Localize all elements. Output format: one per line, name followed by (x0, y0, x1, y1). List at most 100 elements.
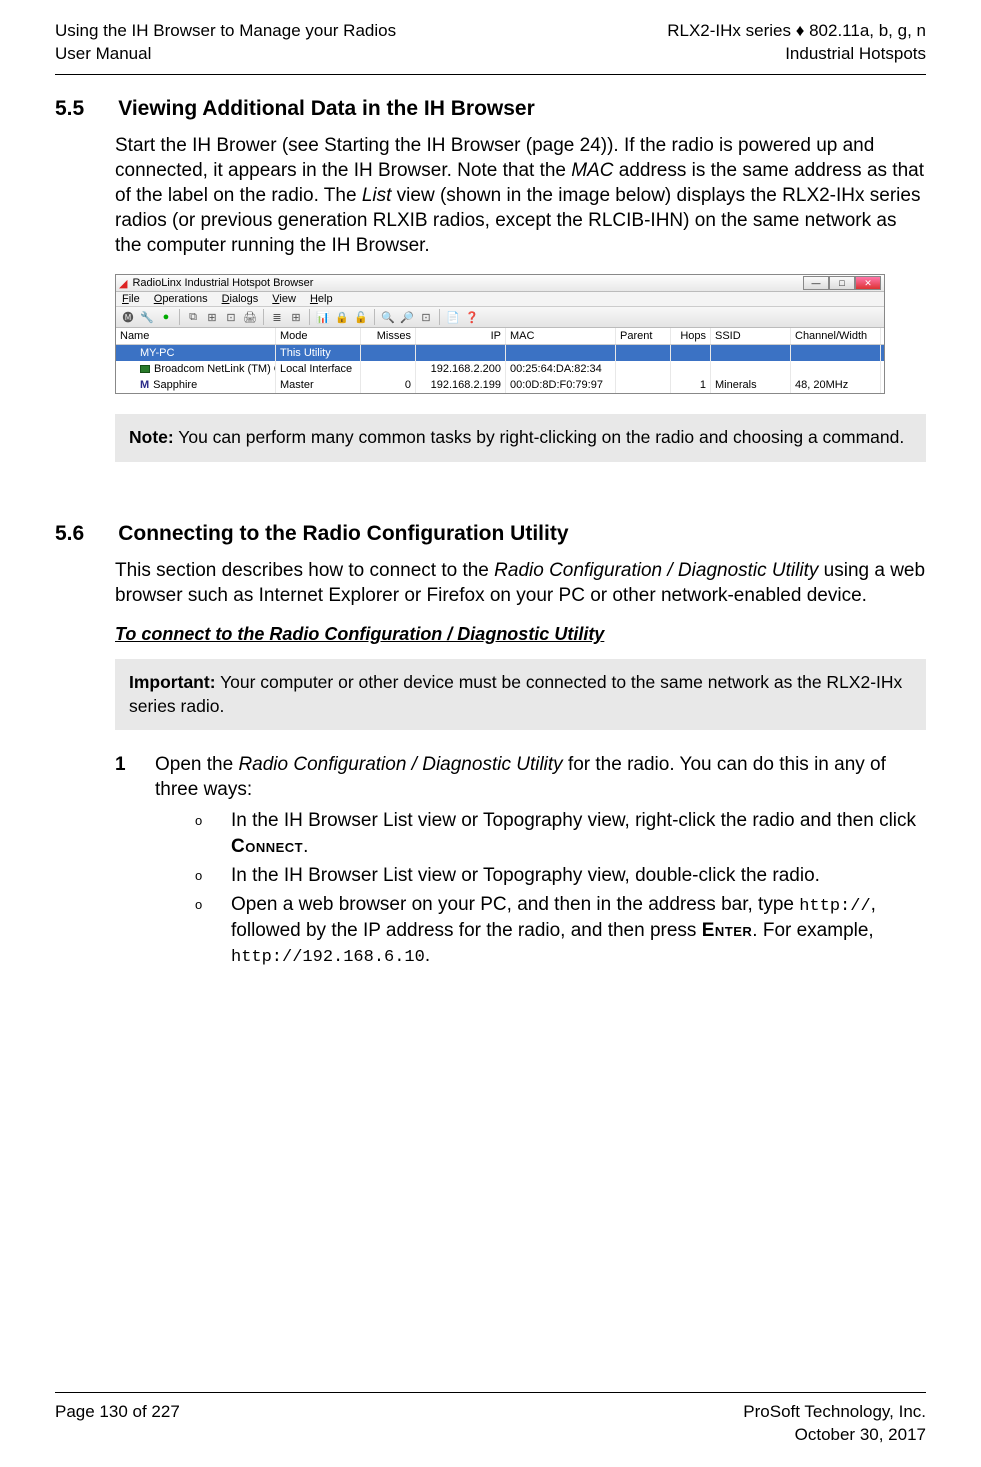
toolbar: 🅜 🔧 ● ⧉ ⊞ ⊡ 🖨 ≣ ⊞ 📊 🔒 🔓 🔍 🔎 ⊡ 📄 ❓ (116, 307, 884, 328)
step1-pre: Open the (155, 754, 238, 775)
cell-mac: 00:25:64:DA:82:34 (506, 361, 616, 377)
window-title-left: ◢ RadioLinx Industrial Hotspot Browser (119, 277, 313, 290)
col-misses[interactable]: Misses (361, 328, 416, 344)
cell-mode: This Utility (276, 345, 361, 361)
cell-mode: Local Interface (276, 361, 361, 377)
window-titlebar: ◢ RadioLinx Industrial Hotspot Browser —… (116, 275, 884, 292)
numbered-list: 1 Open the Radio Configuration / Diagnos… (115, 752, 926, 973)
cell-mac (506, 345, 616, 361)
sub-item-c-text: Open a web browser on your PC, and then … (231, 892, 926, 970)
section-5-5-title: Viewing Additional Data in the IH Browse… (118, 97, 535, 121)
sub-bullet: o (195, 808, 231, 858)
toolbar-icon[interactable]: 🔎 (399, 309, 415, 325)
sub-item-b-text: In the IH Browser List view or Topograph… (231, 863, 926, 888)
sub-c-post2: . (425, 945, 430, 966)
header-left-line1: Using the IH Browser to Manage your Radi… (55, 20, 396, 43)
col-mode[interactable]: Mode (276, 328, 361, 344)
col-parent[interactable]: Parent (616, 328, 671, 344)
cell-chw (791, 345, 881, 361)
section-5-6-title: Connecting to the Radio Configuration Ut… (118, 522, 568, 546)
toolbar-icon[interactable]: 🔓 (353, 309, 369, 325)
toolbar-icon[interactable]: ⊡ (418, 309, 434, 325)
toolbar-icon[interactable]: ≣ (269, 309, 285, 325)
app-icon: ◢ (119, 277, 127, 290)
table-row[interactable]: MSapphire Master 0 192.168.2.199 00:0D:8… (116, 377, 884, 393)
toolbar-icon[interactable]: 🔒 (334, 309, 350, 325)
window-title: RadioLinx Industrial Hotspot Browser (132, 277, 313, 289)
sub-a-post: . (303, 836, 308, 857)
toolbar-icon[interactable]: 🖨 (242, 309, 258, 325)
section-5-6-heading: 5.6 Connecting to the Radio Configuratio… (55, 522, 926, 546)
table-header: Name Mode Misses IP MAC Parent Hops SSID… (116, 328, 884, 345)
sub-c-mono2: http://192.168.6.10 (231, 948, 425, 967)
footer-right-line1: ProSoft Technology, Inc. (743, 1401, 926, 1424)
section-5-5-paragraph: Start the IH Brower (see Starting the IH… (115, 133, 926, 258)
list-item-1-text: Open the Radio Configuration / Diagnosti… (155, 752, 926, 973)
sub-item-a-text: In the IH Browser List view or Topograph… (231, 808, 926, 858)
menu-view[interactable]: View (272, 293, 296, 305)
cell-ssid (711, 361, 791, 377)
toolbar-separator (309, 309, 310, 325)
col-ip[interactable]: IP (416, 328, 506, 344)
footer-left: Page 130 of 227 (55, 1401, 180, 1447)
sub-bullet: o (195, 892, 231, 970)
para56-pre: This section describes how to connect to… (115, 560, 494, 581)
maximize-button[interactable]: □ (829, 276, 855, 290)
table-row[interactable]: Broadcom NetLink (TM) Gigabit Eth... Loc… (116, 361, 884, 377)
cell-name: Broadcom NetLink (TM) Gigabit Eth... (116, 361, 276, 377)
toolbar-icon[interactable]: 📄 (445, 309, 461, 325)
col-hops[interactable]: Hops (671, 328, 711, 344)
cell-misses (361, 361, 416, 377)
close-button[interactable]: ✕ (855, 276, 881, 290)
toolbar-icon[interactable]: ⊞ (204, 309, 220, 325)
menu-operations[interactable]: Operations (154, 293, 208, 305)
menu-help[interactable]: Help (310, 293, 333, 305)
col-chw[interactable]: Channel/Width (791, 328, 881, 344)
para55-list: List (362, 185, 392, 206)
section-5-6-paragraph: This section describes how to connect to… (115, 558, 926, 608)
col-name[interactable]: Name (116, 328, 276, 344)
col-mac[interactable]: MAC (506, 328, 616, 344)
cell-ip: 192.168.2.199 (416, 377, 506, 393)
col-ssid[interactable]: SSID (711, 328, 791, 344)
cell-chw (791, 361, 881, 377)
toolbar-icon[interactable]: ⊞ (288, 309, 304, 325)
list-item-1: 1 Open the Radio Configuration / Diagnos… (115, 752, 926, 973)
toolbar-icon[interactable]: 🅜 (120, 309, 136, 325)
toolbar-icon[interactable]: ❓ (464, 309, 480, 325)
cell-mode: Master (276, 377, 361, 393)
toolbar-icon[interactable]: ⊡ (223, 309, 239, 325)
step1-italic: Radio Configuration / Diagnostic Utility (238, 754, 562, 775)
sub-item-a: o In the IH Browser List view or Topogra… (195, 808, 926, 858)
header-right-line1: RLX2-IHx series ♦ 802.11a, b, g, n (667, 20, 926, 43)
window-buttons: — □ ✕ (803, 276, 881, 290)
section-5-5-number: 5.5 (55, 97, 84, 121)
menu-dialogs[interactable]: Dialogs (222, 293, 259, 305)
cell-misses (361, 345, 416, 361)
toolbar-icon[interactable]: ● (158, 309, 174, 325)
cell-parent (616, 345, 671, 361)
toolbar-icon[interactable]: 📊 (315, 309, 331, 325)
ih-browser-screenshot: ◢ RadioLinx Industrial Hotspot Browser —… (115, 274, 885, 394)
important-box: Important: Your computer or other device… (115, 659, 926, 730)
cell-chw: 48, 20MHz (791, 377, 881, 393)
table-row[interactable]: MY-PC This Utility (116, 345, 884, 361)
sub-item-b: o In the IH Browser List view or Topogra… (195, 863, 926, 888)
nic-icon (140, 365, 150, 373)
footer-rule (55, 1392, 926, 1393)
toolbar-separator (374, 309, 375, 325)
minimize-button[interactable]: — (803, 276, 829, 290)
toolbar-separator (179, 309, 180, 325)
table-body: MY-PC This Utility Broadcom NetLink (TM)… (116, 345, 884, 393)
cell-ssid (711, 345, 791, 361)
important-label: Important: (129, 672, 216, 692)
cell-ssid: Minerals (711, 377, 791, 393)
toolbar-icon[interactable]: 🔧 (139, 309, 155, 325)
toolbar-icon[interactable]: ⧉ (185, 309, 201, 325)
toolbar-icon[interactable]: 🔍 (380, 309, 396, 325)
cell-hops (671, 345, 711, 361)
connect-label: Connect (231, 836, 303, 857)
para56-italic: Radio Configuration / Diagnostic Utility (494, 560, 818, 581)
menu-file[interactable]: File (122, 293, 140, 305)
note-box: Note: You can perform many common tasks … (115, 414, 926, 462)
